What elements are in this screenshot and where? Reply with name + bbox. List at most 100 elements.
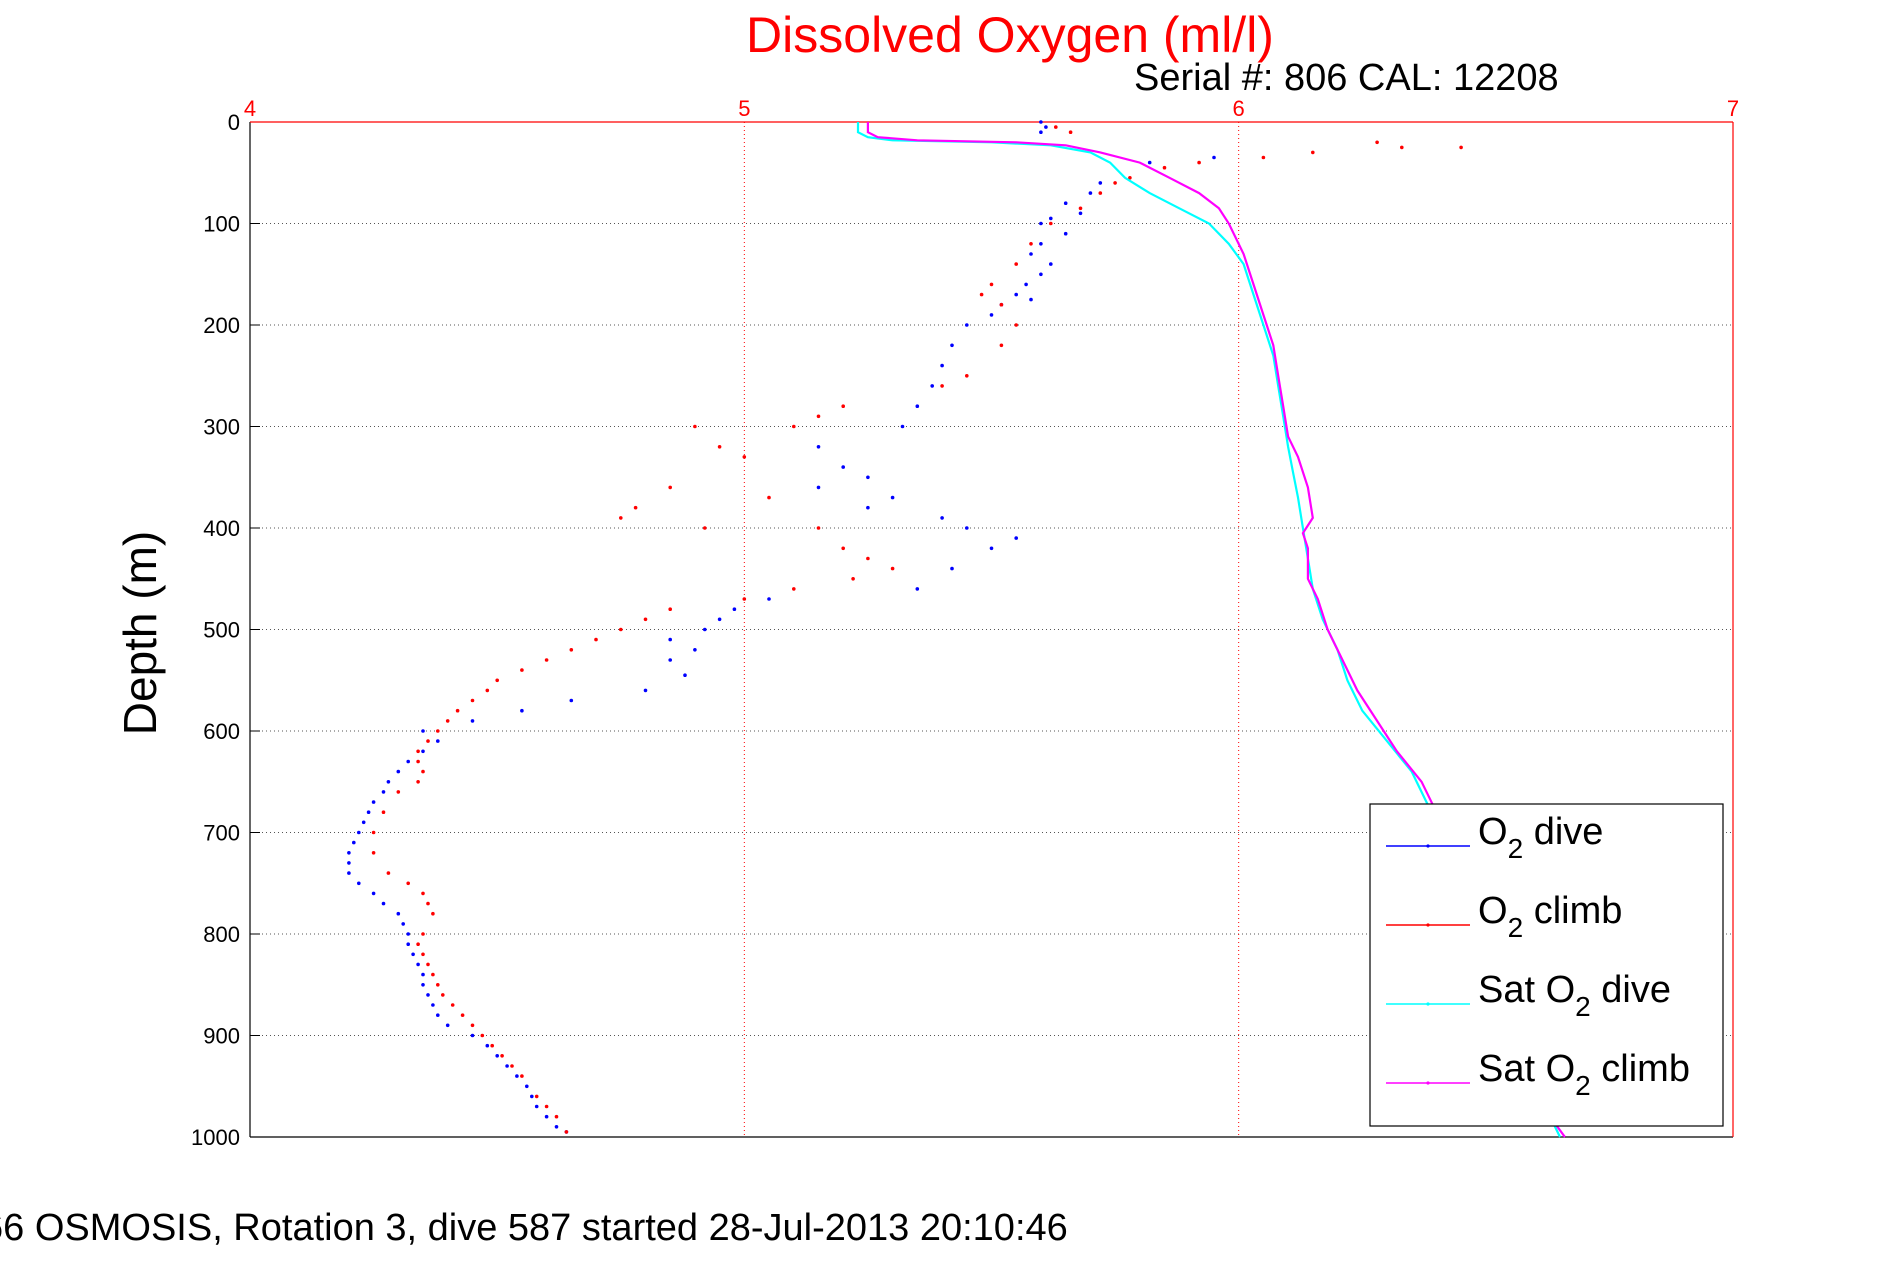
data-point — [1029, 297, 1033, 302]
data-point — [841, 546, 845, 551]
data-point — [470, 698, 475, 703]
data-point — [816, 526, 821, 530]
data-point — [1044, 125, 1048, 129]
x-tick-label: 4 — [244, 96, 256, 121]
data-point — [416, 780, 420, 784]
legend-marker — [1426, 1002, 1430, 1006]
data-point — [1014, 292, 1018, 297]
data-point — [470, 719, 475, 723]
data-point — [841, 404, 845, 409]
legend: O2 dive O2 climb Sat O2 dive Sat O2 climb — [1369, 803, 1724, 1127]
data-point — [421, 983, 425, 987]
data-point — [915, 587, 920, 591]
data-point — [1375, 140, 1379, 145]
data-point — [554, 1125, 559, 1129]
data-point — [421, 952, 425, 957]
data-point — [544, 1114, 549, 1119]
data-point — [450, 1003, 455, 1007]
data-point — [436, 1013, 440, 1017]
y-tick-label: 600 — [203, 719, 240, 744]
data-point — [490, 1043, 495, 1048]
y-tick-label: 500 — [203, 618, 240, 643]
data-point — [643, 617, 648, 622]
data-point — [386, 871, 391, 875]
data-point — [534, 1104, 539, 1109]
data-point — [979, 292, 984, 297]
data-point — [406, 759, 411, 764]
data-point — [683, 673, 687, 677]
data-point — [693, 424, 697, 429]
data-point — [366, 810, 371, 814]
data-point — [436, 983, 440, 987]
y-tick-label: 900 — [203, 1024, 240, 1049]
axes: 0 100 200 300 400 500 600 700 800 900 1000 4 5 6 7 — [191, 96, 1739, 1150]
data-point — [426, 993, 430, 997]
data-point — [485, 688, 490, 693]
data-point — [357, 830, 361, 835]
data-point — [999, 302, 1004, 307]
y-tick-label: 800 — [203, 922, 240, 947]
data-point — [569, 648, 574, 652]
data-point — [1049, 216, 1053, 221]
data-point — [416, 759, 420, 764]
data-point — [426, 901, 430, 906]
data-point — [441, 993, 445, 997]
legend-label: Sat O2 dive — [1478, 969, 1671, 1022]
data-point — [371, 830, 376, 835]
data-point — [890, 566, 895, 571]
data-point — [421, 891, 425, 896]
data-point — [950, 343, 954, 348]
data-point — [411, 952, 415, 957]
y-tick-label: 100 — [203, 212, 240, 237]
data-point — [792, 424, 796, 429]
data-point — [520, 668, 524, 672]
data-point — [505, 1064, 509, 1068]
data-point — [1049, 262, 1053, 266]
data-point — [544, 658, 549, 662]
data-point — [940, 363, 944, 368]
data-point — [1128, 176, 1132, 180]
data-point — [431, 972, 435, 977]
data-point — [569, 698, 574, 703]
data-point — [965, 526, 969, 530]
data-point — [381, 790, 386, 794]
data-point — [693, 648, 697, 652]
data-point — [619, 516, 623, 520]
data-point — [668, 658, 672, 662]
chart-title: Dissolved Oxygen (ml/l) — [746, 7, 1274, 63]
data-point — [436, 739, 440, 743]
data-point — [406, 881, 411, 886]
y-tick-label: 700 — [203, 821, 240, 846]
data-point — [1400, 145, 1404, 150]
data-point — [525, 1084, 529, 1089]
data-point — [643, 688, 648, 693]
data-point — [347, 861, 351, 865]
data-point — [455, 708, 460, 713]
data-point — [1098, 191, 1103, 195]
data-point — [520, 708, 524, 713]
data-point — [1039, 120, 1043, 124]
data-point — [940, 384, 944, 388]
data-point — [445, 1023, 450, 1028]
data-point — [989, 313, 994, 317]
data-point — [416, 942, 420, 946]
data-point — [470, 1023, 475, 1028]
data-point — [866, 505, 870, 510]
data-point — [915, 404, 920, 409]
data-point — [1197, 160, 1201, 165]
data-point — [396, 911, 401, 916]
data-point — [792, 587, 796, 591]
data-point — [999, 343, 1004, 348]
data-point — [554, 1114, 559, 1119]
data-point — [668, 607, 672, 611]
data-point — [426, 962, 430, 967]
data-point — [717, 617, 722, 622]
data-point — [1098, 181, 1103, 185]
legend-marker — [1426, 923, 1430, 927]
x-tick-label: 5 — [738, 96, 750, 121]
data-point — [1068, 130, 1073, 134]
data-point — [1088, 191, 1093, 195]
data-point — [1078, 211, 1083, 216]
data-point — [717, 445, 722, 449]
data-point — [401, 922, 406, 926]
